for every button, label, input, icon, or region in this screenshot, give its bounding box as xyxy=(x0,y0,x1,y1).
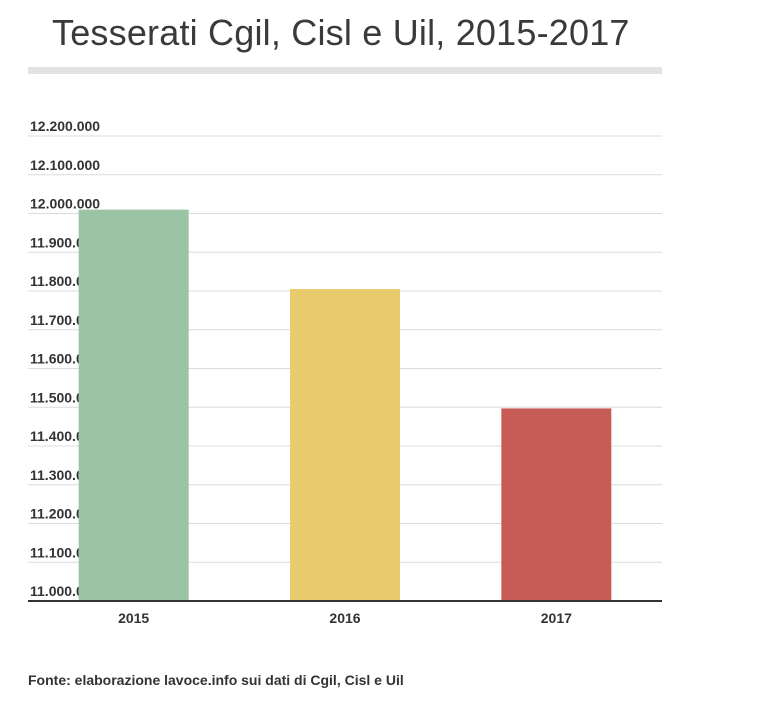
x-tick-label: 2015 xyxy=(118,610,149,626)
x-tick-label: 2016 xyxy=(329,610,360,626)
chart-title: Tesserati Cgil, Cisl e Uil, 2015-2017 xyxy=(52,12,630,53)
y-tick-label: 12.200.000 xyxy=(30,118,100,134)
bar-2015 xyxy=(78,209,189,601)
bar-2016 xyxy=(290,289,400,601)
title-divider xyxy=(28,67,662,74)
bar-2017 xyxy=(501,408,612,601)
x-tick-label: 2017 xyxy=(541,610,572,626)
source-note: Fonte: elaborazione lavoce.info sui dati… xyxy=(28,672,404,688)
y-tick-label: 12.100.000 xyxy=(30,157,100,173)
y-tick-label: 12.000.000 xyxy=(30,196,100,212)
